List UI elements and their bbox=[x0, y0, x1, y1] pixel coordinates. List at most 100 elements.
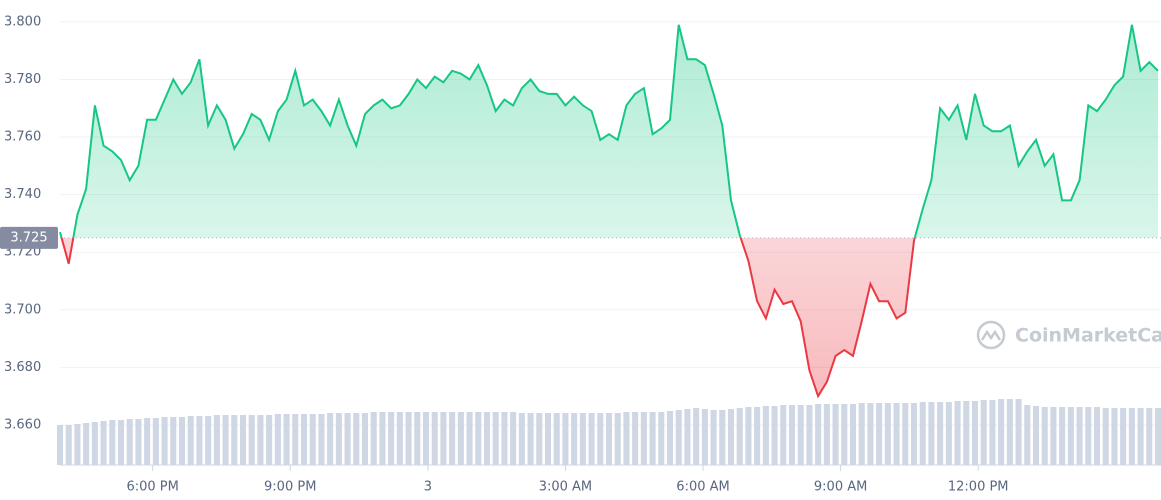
volume-bar bbox=[161, 417, 168, 465]
volume-bar bbox=[187, 416, 194, 465]
volume-bar bbox=[170, 417, 177, 465]
volume-bar bbox=[449, 412, 456, 465]
volume-bar bbox=[701, 409, 708, 465]
volume-bar bbox=[788, 405, 796, 465]
volume-bar bbox=[83, 423, 90, 465]
volume-bar bbox=[109, 420, 116, 465]
volume-bar bbox=[762, 406, 769, 465]
watermark: CoinMarketCap bbox=[1015, 325, 1161, 347]
volume-bar bbox=[963, 401, 970, 465]
volume-bar bbox=[553, 413, 560, 465]
volume-bar bbox=[710, 410, 717, 465]
volume-bar bbox=[867, 403, 874, 465]
x-tick-label: 3:00 AM bbox=[539, 480, 592, 495]
volume-bar bbox=[292, 414, 299, 465]
volume-bar bbox=[806, 405, 813, 465]
y-tick-label: 3.760 bbox=[4, 130, 41, 145]
volume-bar bbox=[998, 399, 1005, 465]
volume-bar bbox=[693, 408, 700, 465]
volume-bar bbox=[344, 413, 351, 465]
volume-bar bbox=[1128, 408, 1135, 465]
volume-bar bbox=[605, 413, 613, 465]
volume-bar bbox=[239, 415, 247, 465]
volume-bar bbox=[1146, 408, 1153, 465]
volume-bar bbox=[666, 411, 674, 465]
volume-bar bbox=[422, 412, 430, 465]
volume-bar bbox=[1111, 408, 1118, 465]
plot: 3.725 bbox=[0, 24, 1161, 399]
volume-bar bbox=[492, 412, 499, 465]
baseline-label-box bbox=[0, 226, 58, 249]
volume-bar bbox=[571, 413, 578, 465]
volume-bar bbox=[431, 412, 438, 465]
volume-bar bbox=[1041, 407, 1048, 465]
volume-bar bbox=[971, 401, 979, 465]
volume-bar bbox=[893, 403, 900, 465]
volume-bar bbox=[257, 415, 264, 465]
y-tick-label: 3.780 bbox=[4, 72, 41, 87]
x-tick-label: 3 bbox=[424, 480, 432, 495]
baseline-label: 3.725 bbox=[10, 230, 47, 245]
volume-bar bbox=[457, 412, 464, 465]
volume-bar bbox=[823, 404, 830, 465]
volume-bar bbox=[74, 424, 81, 465]
volume-bar bbox=[1006, 399, 1013, 465]
volume-bar bbox=[544, 413, 552, 465]
volume-bar bbox=[440, 412, 447, 465]
volume-bar bbox=[649, 412, 656, 465]
volume-bar bbox=[510, 412, 517, 465]
volume-bar bbox=[379, 412, 386, 465]
volume-bar bbox=[1015, 399, 1022, 465]
volume-bar bbox=[562, 413, 569, 465]
volume-bar bbox=[370, 412, 377, 465]
volume-bar bbox=[1076, 407, 1083, 465]
volume-bar bbox=[684, 409, 691, 465]
volume-bar bbox=[335, 413, 342, 465]
volume-bar bbox=[919, 402, 926, 465]
watermark-logo bbox=[976, 320, 1006, 350]
volume-bar bbox=[579, 413, 586, 465]
volume-bar bbox=[1024, 405, 1031, 465]
volume-bar bbox=[56, 425, 64, 465]
volume-bar bbox=[501, 412, 508, 465]
volume-bar bbox=[937, 402, 944, 465]
volume-bar bbox=[518, 413, 525, 465]
volume-bar bbox=[205, 416, 212, 465]
volume-bar bbox=[248, 415, 255, 465]
volume-bar bbox=[736, 408, 743, 465]
volume-bar bbox=[832, 404, 839, 465]
volume-bar bbox=[466, 412, 473, 465]
price-line-up bbox=[59, 24, 1159, 238]
volume-bar bbox=[623, 412, 630, 465]
volume-bar bbox=[1102, 408, 1109, 465]
volume-bar bbox=[876, 403, 883, 465]
volume-bar bbox=[989, 400, 996, 465]
volume-bar bbox=[1093, 407, 1101, 465]
volume-bar bbox=[91, 422, 98, 465]
volume-bar bbox=[675, 410, 682, 465]
volume-bar bbox=[1137, 408, 1144, 465]
volume-bar bbox=[318, 414, 325, 465]
x-tick-label: 9:00 AM bbox=[814, 480, 867, 495]
volume-bar bbox=[152, 418, 159, 465]
volume-bar bbox=[719, 410, 726, 465]
y-tick-label: 3.800 bbox=[4, 14, 41, 29]
volume-bar bbox=[222, 415, 229, 465]
volume-bar bbox=[396, 412, 403, 465]
volume-bar bbox=[614, 413, 621, 465]
volume-bar bbox=[405, 412, 412, 465]
x-tick-label: 6:00 AM bbox=[676, 480, 729, 495]
volume-bar bbox=[588, 413, 595, 465]
volume-bar bbox=[780, 405, 787, 465]
volume-bar bbox=[126, 419, 133, 465]
volume-bar bbox=[754, 407, 761, 465]
volume-bar bbox=[475, 412, 482, 465]
volume-bar bbox=[213, 415, 220, 465]
volume-bar bbox=[178, 417, 186, 465]
volume-bar bbox=[1050, 407, 1057, 465]
volume-bar bbox=[309, 414, 316, 465]
volume-bar bbox=[300, 414, 308, 465]
volume-bar bbox=[1059, 407, 1066, 465]
area-down bbox=[60, 237, 1158, 397]
